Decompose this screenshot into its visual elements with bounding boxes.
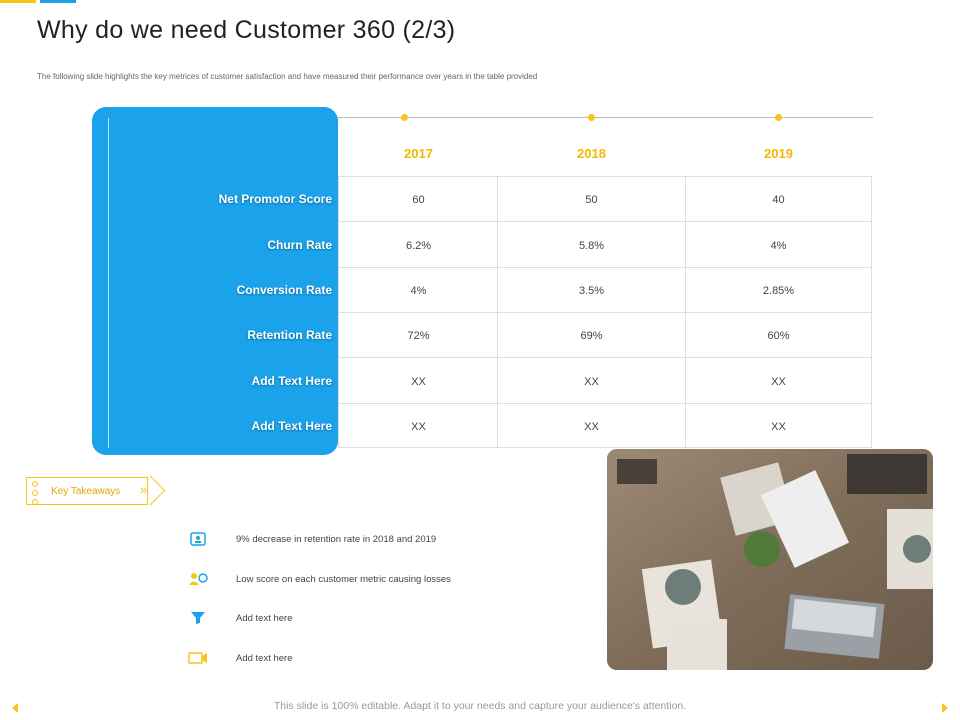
table-cell: 4% (770, 240, 787, 252)
timeline-dot-2019 (775, 114, 782, 121)
table-cell: XX (411, 376, 426, 388)
previous-slide-arrow-icon[interactable] (12, 703, 18, 713)
takeaway-text-4: Add text here (236, 653, 293, 664)
top-accent-blue (40, 0, 76, 3)
funnel-icon (188, 610, 208, 626)
slide-title: Why do we need Customer 360 (2/3) (37, 16, 456, 44)
table-cell: 60% (767, 330, 790, 342)
table-row-divider (338, 221, 872, 222)
table-cell: 2.85% (762, 285, 795, 297)
year-header-2017: 2017 (404, 146, 433, 161)
key-takeaways-dots-icon (32, 481, 38, 508)
table-column-divider (685, 176, 686, 448)
year-header-2019: 2019 (764, 146, 793, 161)
table-cell: 69% (580, 330, 603, 342)
table-cell: 3.5% (578, 285, 605, 297)
takeaway-text-2: Low score on each customer metric causin… (236, 574, 451, 585)
row-label-retention-rate: Retention Rate (247, 328, 332, 342)
table-cell: 40 (772, 194, 785, 206)
table-row-divider (338, 312, 872, 313)
table-row-divider (338, 267, 872, 268)
table-cell: XX (771, 376, 786, 388)
key-takeaways-label: Key Takeaways (51, 486, 121, 497)
top-accent-yellow (0, 0, 36, 3)
panel-divider-line (108, 118, 109, 448)
double-chevron-right-icon: » (140, 482, 148, 497)
id-card-icon (188, 531, 208, 547)
takeaway-text-1: 9% decrease in retention rate in 2018 an… (236, 534, 437, 545)
year-timeline (338, 117, 873, 118)
video-camera-icon (188, 650, 208, 666)
key-takeaways-tag (26, 477, 148, 505)
row-label-net-promotor-score: Net Promotor Score (218, 192, 332, 206)
next-slide-arrow-icon[interactable] (942, 703, 948, 713)
table-cell: XX (771, 421, 786, 433)
meeting-photo (607, 449, 933, 670)
timeline-dot-2017 (401, 114, 408, 121)
table-cell: XX (411, 421, 426, 433)
table-cell: XX (584, 421, 599, 433)
row-label-add-text-2: Add Text Here (251, 419, 332, 433)
table-cell: 4% (410, 285, 427, 297)
row-label-add-text-1: Add Text Here (251, 374, 332, 388)
slide-subtitle: The following slide highlights the key m… (37, 72, 538, 81)
table-cell: XX (584, 376, 599, 388)
table-cell: 6.2% (405, 240, 432, 252)
table-row-divider (338, 403, 872, 404)
table-cell: 50 (585, 194, 598, 206)
footer-note: This slide is 100% editable. Adapt it to… (273, 700, 687, 712)
timeline-dot-2018 (588, 114, 595, 121)
row-label-churn-rate: Churn Rate (267, 238, 332, 252)
row-label-conversion-rate: Conversion Rate (236, 283, 332, 297)
users-refresh-icon (188, 571, 208, 587)
table-cell: 60 (412, 194, 425, 206)
table-cell: 5.8% (578, 240, 605, 252)
year-header-2018: 2018 (577, 146, 606, 161)
table-cell: 72% (407, 330, 430, 342)
row-header-panel (92, 107, 338, 455)
table-column-divider (497, 176, 498, 448)
table-row-divider (338, 357, 872, 358)
takeaway-text-3: Add text here (236, 613, 293, 624)
